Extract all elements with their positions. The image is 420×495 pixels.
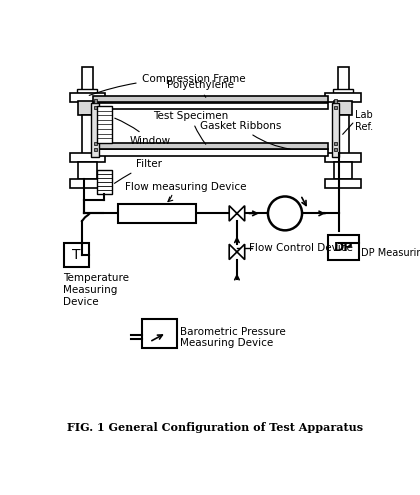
Bar — [82, 115, 93, 179]
Bar — [334, 99, 337, 102]
Bar — [334, 105, 337, 109]
Bar — [93, 149, 328, 155]
Bar — [334, 101, 352, 115]
Text: Flow Control Device: Flow Control Device — [249, 243, 352, 253]
Bar — [338, 115, 349, 179]
Bar — [338, 67, 349, 90]
Text: T: T — [72, 248, 81, 262]
Bar — [94, 148, 97, 151]
Bar — [97, 169, 112, 194]
Text: Barometric Pressure
Measuring Device: Barometric Pressure Measuring Device — [180, 327, 286, 348]
Text: Window: Window — [115, 118, 171, 146]
Bar — [331, 103, 339, 157]
Bar — [118, 204, 196, 223]
Polygon shape — [229, 206, 245, 221]
Bar — [94, 142, 97, 145]
Bar — [93, 143, 328, 148]
Bar — [78, 101, 97, 115]
Bar — [326, 93, 361, 102]
Text: Flow measuring Device: Flow measuring Device — [125, 182, 246, 192]
Text: DP Measuring Device: DP Measuring Device — [361, 248, 420, 258]
Bar — [94, 99, 97, 102]
Bar — [326, 179, 361, 188]
Polygon shape — [229, 244, 245, 259]
Bar — [93, 96, 328, 102]
Bar — [70, 93, 105, 102]
Text: Filter: Filter — [115, 159, 162, 183]
Bar — [77, 89, 97, 93]
Bar — [64, 243, 89, 267]
Bar — [94, 105, 97, 109]
Text: Temperature
Measuring
Device: Temperature Measuring Device — [63, 273, 129, 307]
Bar — [78, 162, 97, 179]
Text: Test Specimen: Test Specimen — [153, 111, 228, 144]
Bar — [91, 103, 99, 157]
Bar — [326, 152, 361, 162]
Bar — [70, 179, 105, 188]
Bar — [70, 152, 105, 162]
Bar — [328, 235, 359, 259]
Text: Gasket Ribbons: Gasket Ribbons — [200, 121, 290, 149]
Bar — [334, 142, 337, 145]
Bar — [93, 102, 328, 109]
Bar — [334, 148, 337, 151]
Circle shape — [268, 197, 302, 230]
Bar — [333, 89, 353, 93]
Text: Lab
Ref.: Lab Ref. — [355, 110, 373, 132]
Bar — [97, 106, 112, 143]
Text: Compression Frame: Compression Frame — [89, 75, 245, 96]
Bar — [142, 319, 176, 348]
Text: FIG. 1 General Configuration of Test Apparatus: FIG. 1 General Configuration of Test App… — [67, 422, 363, 433]
Bar — [82, 67, 93, 90]
Bar — [334, 162, 352, 179]
Text: Polyethylene: Polyethylene — [167, 80, 234, 98]
Text: DP: DP — [333, 241, 353, 254]
